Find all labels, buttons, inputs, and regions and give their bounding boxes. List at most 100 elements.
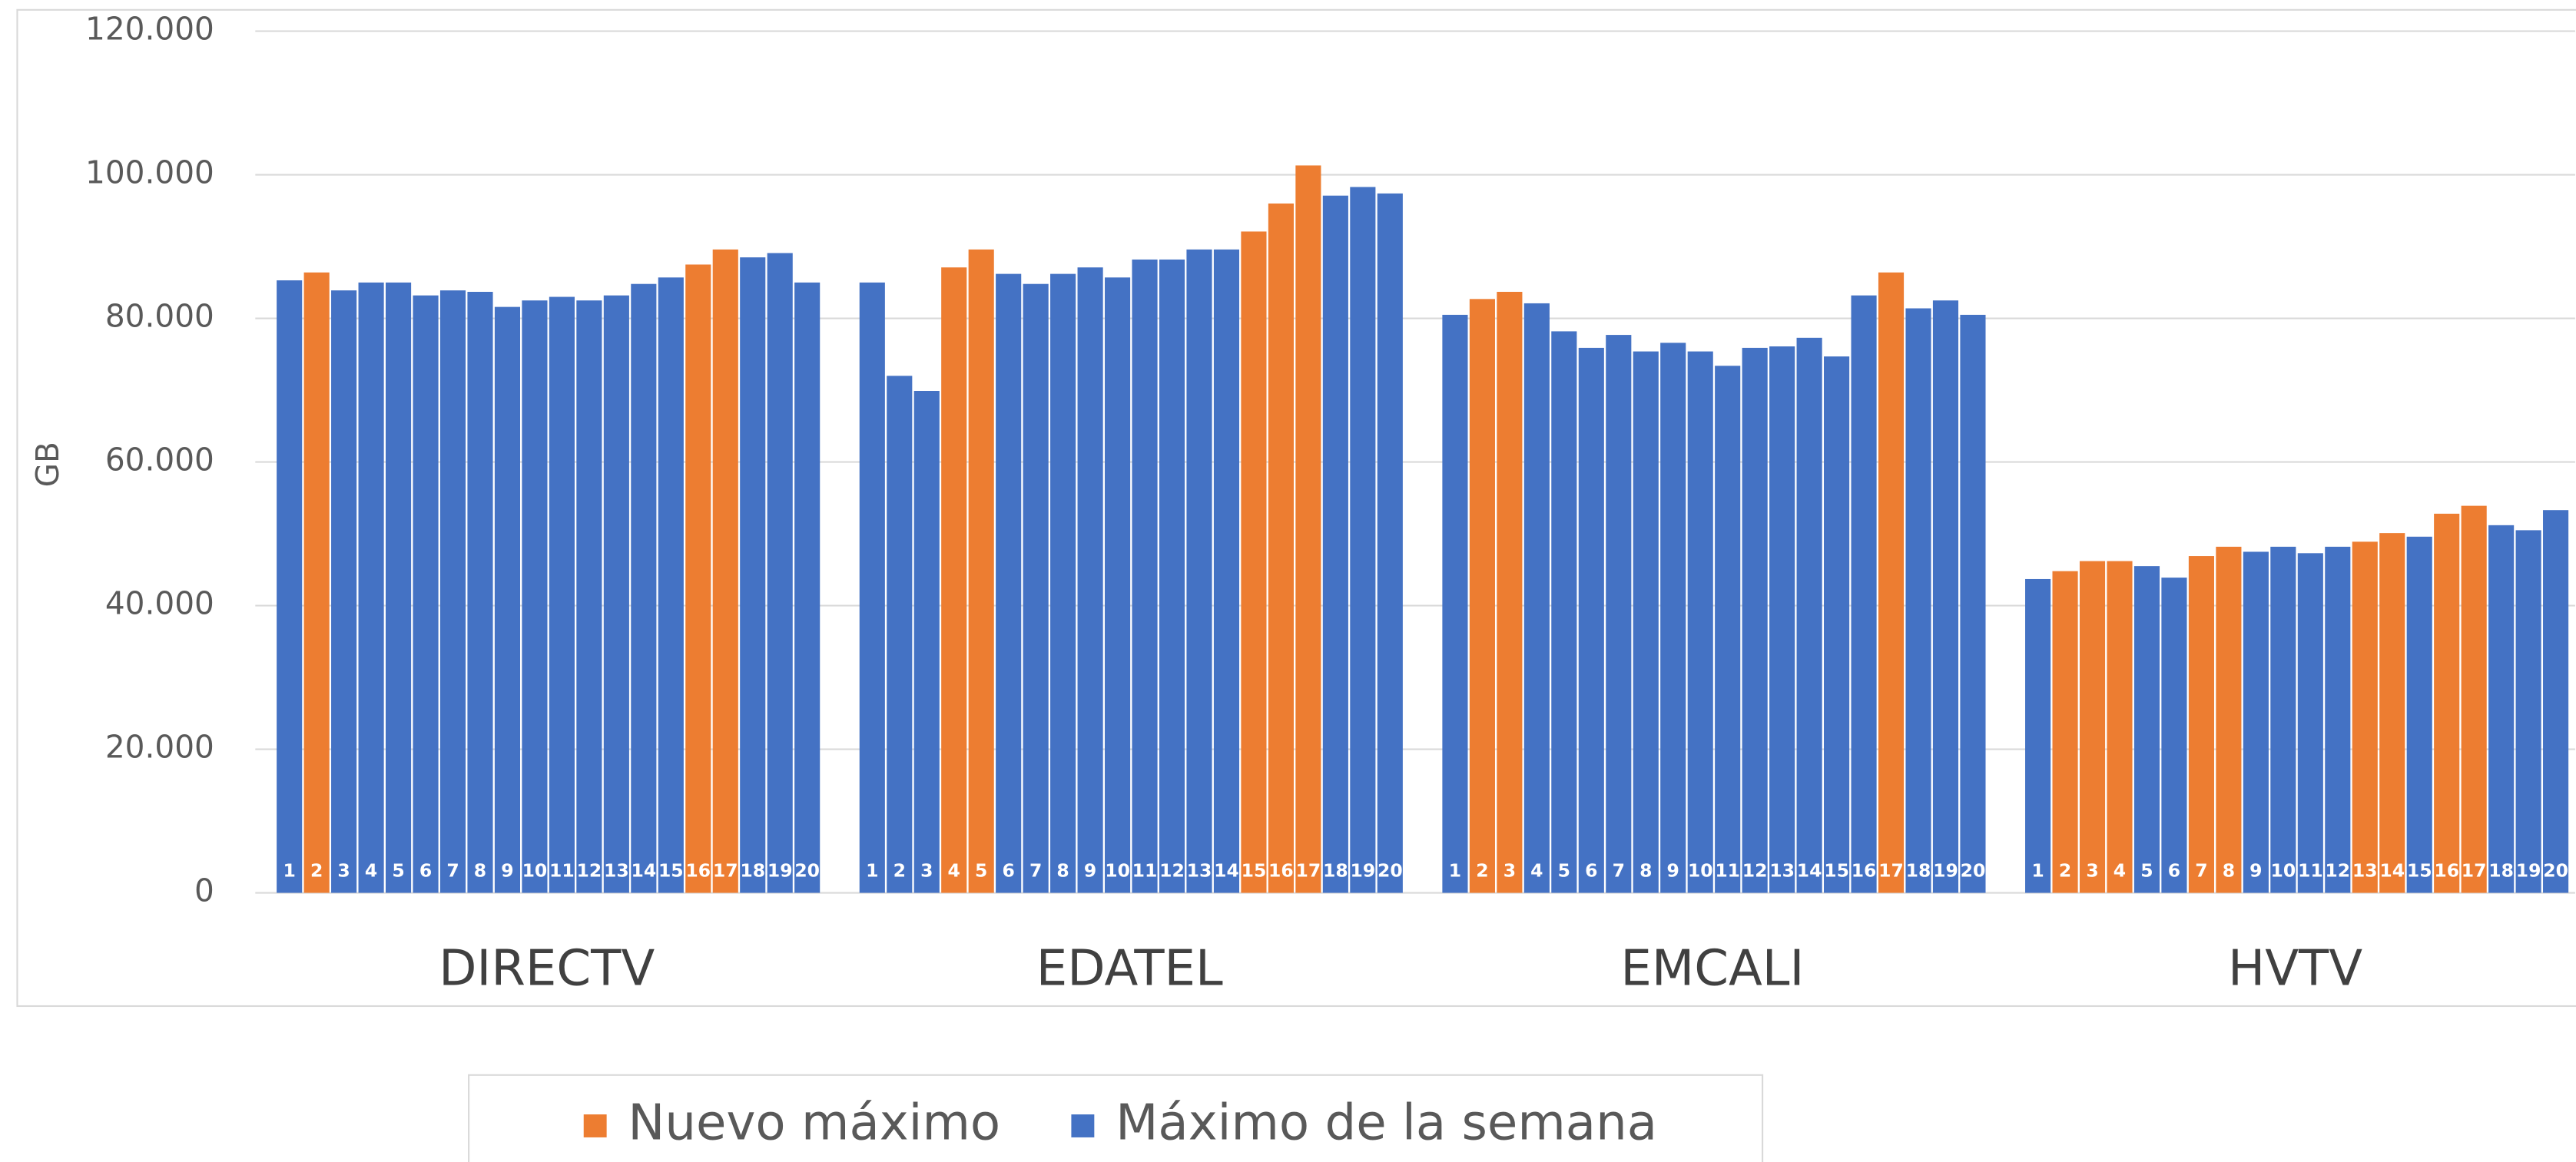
bar-label: 17: [1296, 859, 1321, 881]
bar: [2406, 536, 2432, 893]
bar-label: 9: [1667, 859, 1679, 881]
bar: [1213, 249, 1240, 893]
bar-label: 2: [310, 859, 323, 881]
category-label: EDATEL: [1036, 940, 1223, 998]
bar: [2270, 546, 2296, 893]
bar-label: 17: [713, 859, 738, 881]
bar: [2515, 530, 2541, 893]
bar-label: 18: [1323, 859, 1348, 881]
bar-label: 17: [2462, 859, 2487, 881]
bar-label: 18: [2488, 859, 2514, 881]
bar-label: 1: [866, 859, 878, 881]
bar: [2297, 553, 2323, 893]
y-tick-label: 120.000: [85, 11, 214, 48]
bar: [1295, 165, 1321, 893]
bar-label: 7: [446, 859, 459, 881]
bar: [859, 282, 885, 893]
bar: [386, 282, 412, 893]
bar-label: 4: [365, 859, 377, 881]
bar: [941, 267, 967, 893]
bar-label: 19: [2516, 859, 2541, 881]
bar-label: 16: [1852, 859, 1877, 881]
y-axis-label: GB: [29, 442, 66, 487]
bar: [303, 272, 330, 893]
bar-label: 20: [794, 859, 820, 881]
bar-label: 12: [1742, 859, 1768, 881]
bar-label: 7: [1613, 859, 1625, 881]
y-tick-label: 40.000: [105, 585, 214, 622]
bar-label: 6: [1002, 859, 1014, 881]
bar-label: 14: [1214, 859, 1239, 881]
bar: [913, 391, 940, 893]
bar: [1660, 343, 1686, 893]
bar: [494, 306, 521, 893]
bar-label: 13: [2352, 859, 2378, 881]
bar: [2133, 566, 2160, 893]
bar: [1742, 347, 1768, 893]
bar: [1322, 195, 1348, 893]
bar-label: 20: [1961, 859, 1986, 881]
bar: [1606, 335, 1632, 893]
bar: [1715, 366, 1741, 893]
bar: [1960, 314, 1986, 893]
bar: [1050, 273, 1076, 893]
bar: [658, 277, 684, 893]
bar: [549, 296, 575, 893]
bar: [2079, 561, 2106, 893]
bar-label: 13: [604, 859, 629, 881]
bar-label: 13: [1769, 859, 1795, 881]
bar-label: 2: [1476, 859, 1488, 881]
bar-label: 8: [1056, 859, 1069, 881]
bar-label: 11: [2298, 859, 2323, 881]
bar: [1905, 308, 1931, 893]
bar: [740, 257, 766, 893]
bar: [1878, 272, 1905, 893]
bar-label: 15: [2407, 859, 2432, 881]
bar: [685, 264, 711, 893]
bar: [1159, 259, 1185, 893]
legend-box: [468, 1074, 1764, 1162]
bar: [631, 283, 657, 893]
bar-label: 16: [2434, 859, 2459, 881]
bar: [887, 376, 913, 893]
bar: [1796, 337, 1822, 893]
bar: [358, 282, 384, 893]
bar-label: 3: [1503, 859, 1516, 881]
bar: [2216, 546, 2242, 893]
bar: [576, 300, 602, 893]
bar-label: 10: [2270, 859, 2296, 881]
bar: [1186, 249, 1212, 893]
bar-label: 17: [1878, 859, 1904, 881]
bar: [277, 280, 303, 893]
bar-label: 5: [392, 859, 404, 881]
bar: [1442, 314, 1468, 893]
y-tick-label: 20.000: [105, 729, 214, 766]
bar: [794, 282, 821, 893]
bar-label: 1: [283, 859, 295, 881]
legend-label: Nuevo máximo: [628, 1094, 1000, 1152]
bar-label: 3: [920, 859, 933, 881]
bar: [1350, 187, 1376, 893]
bar-label: 9: [501, 859, 513, 881]
bar: [968, 249, 994, 893]
bar: [603, 295, 629, 893]
bar-label: 5: [975, 859, 987, 881]
bar-label: 20: [2543, 859, 2568, 881]
category-label: EMCALI: [1620, 940, 1804, 998]
bar: [1824, 356, 1850, 893]
bar: [1377, 193, 1403, 893]
bar-label: 16: [1268, 859, 1294, 881]
bar-label: 5: [1558, 859, 1570, 881]
bar: [1105, 277, 1131, 893]
bar-label: 13: [1187, 859, 1212, 881]
bar: [1023, 283, 1049, 893]
bar-label: 8: [474, 859, 486, 881]
bar: [1687, 351, 1713, 893]
bar: [2352, 541, 2378, 893]
bar: [2325, 546, 2351, 893]
bar-label: 15: [1824, 859, 1849, 881]
bar-label: 5: [2140, 859, 2153, 881]
legend-swatch: [583, 1114, 607, 1137]
